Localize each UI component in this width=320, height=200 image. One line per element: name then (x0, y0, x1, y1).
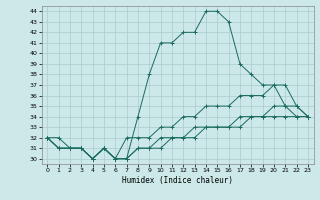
X-axis label: Humidex (Indice chaleur): Humidex (Indice chaleur) (122, 176, 233, 185)
